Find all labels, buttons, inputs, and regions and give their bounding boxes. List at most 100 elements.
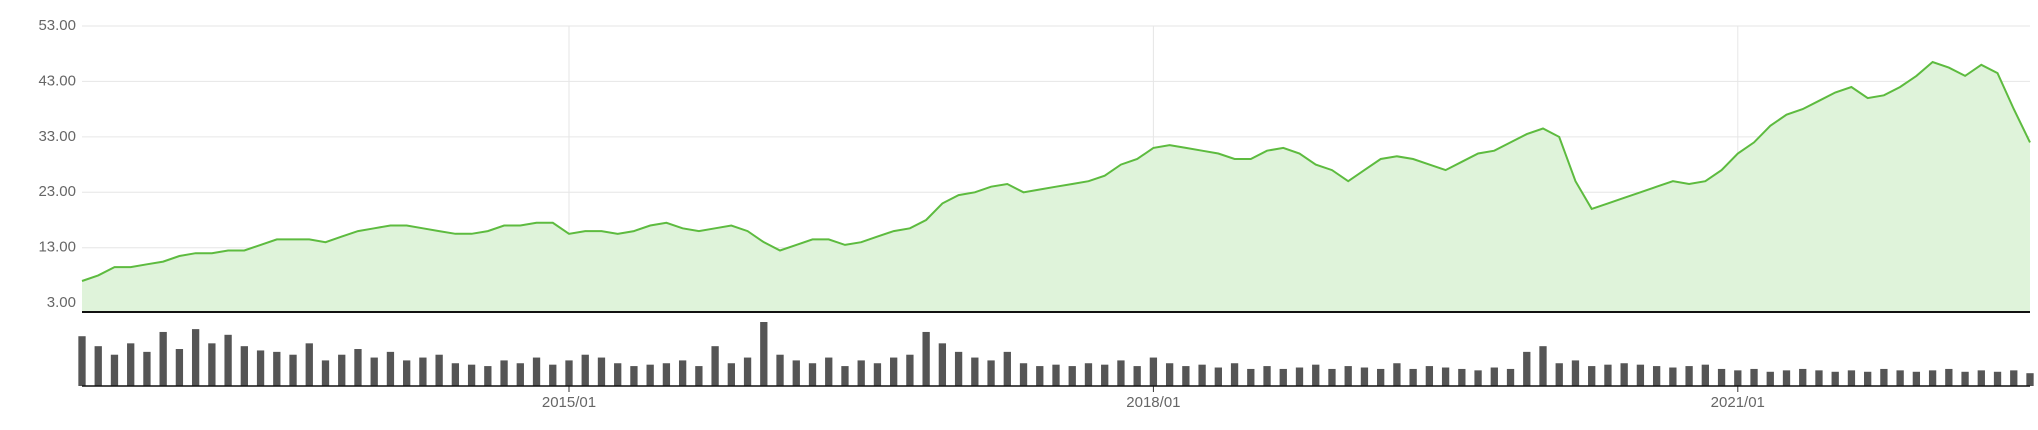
y-tick-label: 33.00 xyxy=(38,128,76,145)
volume-bar xyxy=(727,363,735,386)
volume-bar xyxy=(143,351,151,386)
volume-bar xyxy=(1490,367,1498,386)
volume-bar xyxy=(1360,367,1369,386)
volume-bar xyxy=(760,322,768,386)
volume-bar xyxy=(467,364,476,386)
volume-bar xyxy=(1831,371,1839,386)
volume-bar xyxy=(646,364,654,386)
volume-bar xyxy=(808,363,817,386)
volume-bar xyxy=(1864,371,1872,386)
volume-bar xyxy=(1539,346,1547,386)
volume-bar xyxy=(1588,366,1596,386)
volume-bar xyxy=(403,360,411,386)
volume-bar xyxy=(1279,368,1287,386)
x-tick-label: 2015/01 xyxy=(542,394,596,411)
volume-bar xyxy=(1036,366,1044,386)
volume-bar xyxy=(1685,366,1693,386)
volume-bar xyxy=(1782,370,1791,386)
volume-bar xyxy=(370,357,378,386)
volume-bar xyxy=(971,357,979,386)
volume-bar xyxy=(2026,373,2034,386)
volume-bar xyxy=(451,363,460,386)
volume-bar xyxy=(321,360,330,386)
volume-bar xyxy=(857,360,865,386)
volume-bar xyxy=(419,357,427,386)
volume-bar xyxy=(1993,371,2002,386)
volume-bar xyxy=(938,343,947,386)
volume-bar xyxy=(1247,368,1255,386)
volume-bar xyxy=(1750,368,1758,386)
volume-bar xyxy=(792,360,800,386)
volume-bar xyxy=(224,334,232,386)
volume-bar xyxy=(110,354,119,386)
volume-bar xyxy=(240,346,248,386)
volume-bar xyxy=(94,346,102,386)
volume-bar xyxy=(500,360,508,386)
volume-bar xyxy=(1230,363,1239,386)
volume-bar xyxy=(484,366,492,386)
x-tick-label: 2018/01 xyxy=(1126,394,1180,411)
volume-bar xyxy=(1117,360,1125,386)
volume-bar xyxy=(159,331,167,386)
volume-bar xyxy=(565,360,573,386)
volume-bar xyxy=(1815,370,1823,386)
volume-bar xyxy=(1896,370,1904,386)
volume-bar xyxy=(1620,363,1628,386)
volume-bar xyxy=(743,357,752,386)
volume-bar xyxy=(1425,366,1434,386)
volume-bar xyxy=(1214,367,1222,386)
volume-bar xyxy=(289,354,297,386)
volume-bar xyxy=(825,357,833,386)
volume-bar xyxy=(1165,363,1174,386)
volume-bar xyxy=(1523,351,1531,386)
volume-bar xyxy=(662,363,671,386)
volume-bar xyxy=(1734,370,1742,386)
y-tick-label: 13.00 xyxy=(38,239,76,256)
volume-bar xyxy=(581,354,589,386)
volume-bar xyxy=(549,364,557,386)
volume-bar xyxy=(1101,364,1109,386)
volume-bar xyxy=(1799,368,1807,386)
volume-bar xyxy=(1377,368,1385,386)
volume-bar xyxy=(305,343,313,386)
volume-bar xyxy=(1084,363,1093,386)
volume-bar xyxy=(1669,367,1677,386)
volume-bar xyxy=(1961,371,1969,386)
volume-bar xyxy=(1149,357,1158,386)
volume-bar xyxy=(1263,366,1271,386)
volume-bar xyxy=(1555,363,1563,386)
volume-bar xyxy=(630,366,638,386)
y-tick-label: 43.00 xyxy=(38,72,76,89)
y-tick-label: 53.00 xyxy=(38,17,76,34)
volume-bar xyxy=(208,343,216,386)
volume-bar xyxy=(597,357,606,386)
y-tick-label: 3.00 xyxy=(47,294,76,311)
volume-bar xyxy=(256,350,265,386)
volume-bar xyxy=(1198,364,1206,386)
volume-bar xyxy=(1312,364,1320,386)
volume-bar xyxy=(386,351,395,386)
volume-bar xyxy=(1003,351,1011,386)
volume-bar xyxy=(1295,367,1304,386)
volume-bar xyxy=(987,360,995,386)
volume-bar xyxy=(1133,366,1141,386)
volume-bar xyxy=(906,354,914,386)
volume-bar xyxy=(1571,360,1580,386)
volume-bar xyxy=(1636,364,1645,386)
volume-bar xyxy=(1393,363,1401,386)
volume-bar xyxy=(1912,371,1921,386)
volume-bar xyxy=(1652,366,1661,386)
volume-bar xyxy=(873,363,882,386)
volume-bar xyxy=(532,357,541,386)
volume-bar xyxy=(191,329,200,386)
x-tick-label: 2021/01 xyxy=(1711,394,1765,411)
volume-bar xyxy=(711,346,719,386)
volume-bar xyxy=(127,343,135,386)
volume-bar xyxy=(890,357,898,386)
volume-bar xyxy=(678,360,687,386)
volume-bar xyxy=(1604,364,1612,386)
volume-bar xyxy=(1068,366,1076,386)
volume-bar xyxy=(78,336,86,386)
volume-bar xyxy=(1880,368,1888,386)
